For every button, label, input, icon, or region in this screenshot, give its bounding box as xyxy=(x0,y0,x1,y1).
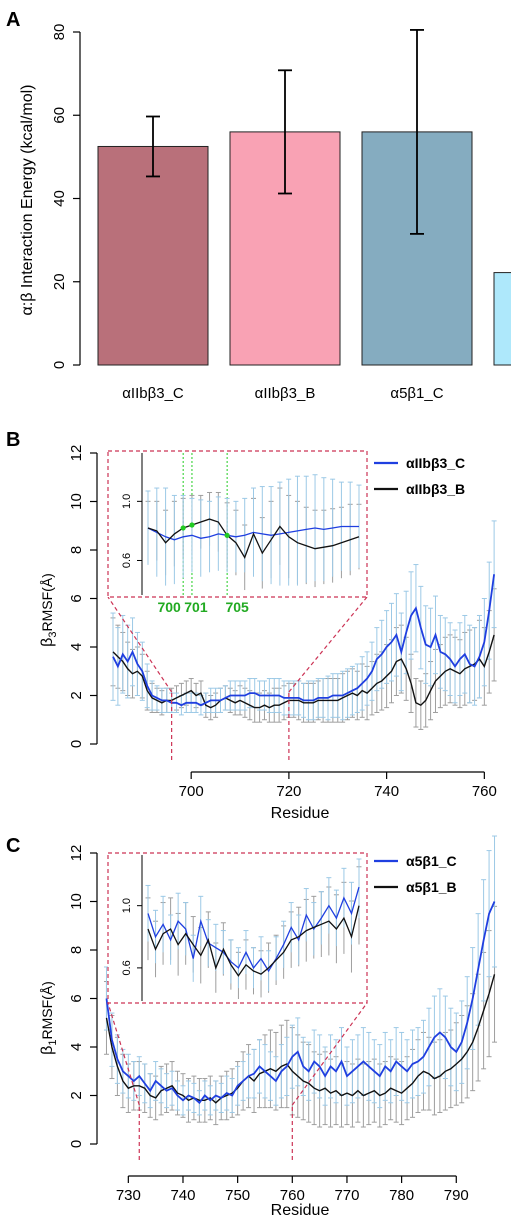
panel-b-xtick-label: 700 xyxy=(179,783,204,800)
panel-c-ytick-label: 12 xyxy=(68,845,85,862)
panel-c-letter: C xyxy=(6,835,20,857)
panel-b-ytick-label: 0 xyxy=(68,740,85,748)
panel-b-xtick-label: 740 xyxy=(374,783,399,800)
panel-b-legend: αIIbβ3_C αIIbβ3_B xyxy=(374,455,465,497)
inset-marker-dot-701 xyxy=(189,522,195,528)
panel-b-legend-label-1: αIIbβ3_C xyxy=(406,455,465,471)
panel-c-ytick-label: 10 xyxy=(68,893,85,910)
panel-c-ytick-label: 2 xyxy=(68,1091,85,1099)
inset-marker-label-700: 700 xyxy=(157,599,181,615)
panel-c-inset-frame xyxy=(107,852,368,1004)
inset-marker-dot-700 xyxy=(180,525,186,531)
panel-c-xtick-label: 750 xyxy=(225,1187,250,1204)
panel-c-legend-label-2: α5β1_B xyxy=(406,879,457,895)
panel-c-inset-line-c xyxy=(147,886,360,973)
panel-b-ytick-label: 8 xyxy=(68,546,85,554)
error-bar-3 xyxy=(410,29,424,235)
panel-b-ytick-label: 4 xyxy=(68,643,85,651)
panel-b-ylabel: β3RMSF(Å) xyxy=(39,573,59,647)
panel-a-ytick-label: 40 xyxy=(51,190,68,207)
panel-c-ytick-label: 4 xyxy=(68,1043,85,1051)
panel-c-inset-ytick-label: 1.0 xyxy=(121,898,133,913)
panel-c-xtick-label: 760 xyxy=(280,1187,305,1204)
panel-b-ytick-label: 12 xyxy=(68,445,85,462)
panel-b-letter: B xyxy=(6,429,20,451)
panel-c-inset-line-b xyxy=(147,905,360,977)
panel-a-letter: A xyxy=(6,9,20,31)
panel-a-ytick-label: 20 xyxy=(51,273,68,290)
panel-a-ytick-label: 60 xyxy=(51,107,68,124)
panel-b-ylabel-beta: β xyxy=(39,638,56,647)
panel-c-ylabel: β1RMSF(Å) xyxy=(39,981,59,1055)
panel-c-ytick-label: 0 xyxy=(68,1140,85,1148)
panel-b-xtick-label: 720 xyxy=(276,783,301,800)
panel-c-legend-label-1: α5β1_C xyxy=(406,853,457,869)
panel-c-ylabel-unit: RMSF(Å) xyxy=(39,981,55,1039)
panel-c-zoom-connector-right xyxy=(291,1002,368,1106)
panel-c-line-b xyxy=(105,974,496,1104)
panel-b-xtick-label: 760 xyxy=(472,783,497,800)
panel-c-xtick-label: 770 xyxy=(334,1187,359,1204)
panel-c-xtick-label: 740 xyxy=(170,1187,195,1204)
panel-b-inset-frame xyxy=(107,450,368,598)
panel-c-line-c xyxy=(105,901,496,1105)
bar-4 xyxy=(493,272,511,366)
error-bar-2 xyxy=(278,69,292,195)
panel-c-ylabel-beta: β xyxy=(39,1046,56,1055)
error-bar-1 xyxy=(146,115,160,178)
panel-a: A α:β Interaction Energy (kcal/mol) 0 20 4… xyxy=(6,9,511,402)
panel-b-legend-label-2: αIIbβ3_B xyxy=(406,481,465,497)
panel-b-line-b xyxy=(112,634,495,709)
inset-marker-dot-705 xyxy=(224,532,230,538)
panel-b-line-c xyxy=(112,574,495,707)
panel-c-xlabel: Residue xyxy=(271,1202,330,1219)
panel-c-inset-ytick-label: 0.6 xyxy=(121,960,133,975)
panel-b-inset-ytick-label: 1.0 xyxy=(121,494,133,509)
panel-c-ytick-label: 8 xyxy=(68,946,85,954)
inset-marker-label-701: 701 xyxy=(184,599,208,615)
panel-b-ylabel-sub: 3 xyxy=(47,632,59,638)
panel-b-ytick-label: 6 xyxy=(68,594,85,602)
panel-b-zoom-connector-left xyxy=(107,596,173,693)
panel-a-bars xyxy=(97,29,511,366)
panel-c-xtick-label: 780 xyxy=(389,1187,414,1204)
panel-c-xtick-label: 730 xyxy=(116,1187,141,1204)
panel-c-ytick-label: 6 xyxy=(68,994,85,1002)
panel-c-inset: 0.6 1.0 xyxy=(107,852,368,1004)
panel-c-plot: 0 2 4 6 8 10 12 730 740 750 760 770 780 790 0.6 1.0 α5β1… xyxy=(68,835,498,1204)
panel-b-inset-ytick-label: 0.6 xyxy=(121,553,133,568)
panel-b-ytick-label: 10 xyxy=(68,493,85,510)
panel-b-ytick-label: 2 xyxy=(68,691,85,699)
panel-b: B β3RMSF(Å) 0 2 4 6 8 10 12 700 720 740 760 0.6 1.0 7… xyxy=(6,429,497,822)
panel-c-legend: α5β1_C α5β1_B xyxy=(374,853,457,895)
panel-a-y-axis: 0 20 40 60 80 xyxy=(51,24,81,369)
category-label-3: α5β1_C xyxy=(390,385,443,402)
category-label-2: αIIbβ3_B xyxy=(255,385,316,402)
panel-c-zoom-connector-left xyxy=(107,1002,140,1106)
panel-a-ytick-label: 80 xyxy=(51,24,68,41)
panel-b-inset: 0.6 1.0 xyxy=(107,450,368,598)
panel-a-ytick-label: 0 xyxy=(51,361,68,369)
panel-b-xlabel: Residue xyxy=(271,805,330,822)
panel-c-ylabel-sub: 1 xyxy=(47,1040,59,1046)
category-label-1: αIIbβ3_C xyxy=(122,385,184,402)
inset-marker-label-705: 705 xyxy=(225,599,249,615)
panel-b-ylabel-unit: RMSF(Å) xyxy=(39,573,55,631)
panel-c: C β1RMSF(Å) 0 2 4 6 8 10 12 730 740 750 760 770 780 7… xyxy=(6,835,498,1219)
panel-a-ylabel: α:β Interaction Energy (kcal/mol) xyxy=(19,85,36,316)
panel-c-xtick-label: 790 xyxy=(444,1187,469,1204)
bar-1 xyxy=(97,145,209,366)
